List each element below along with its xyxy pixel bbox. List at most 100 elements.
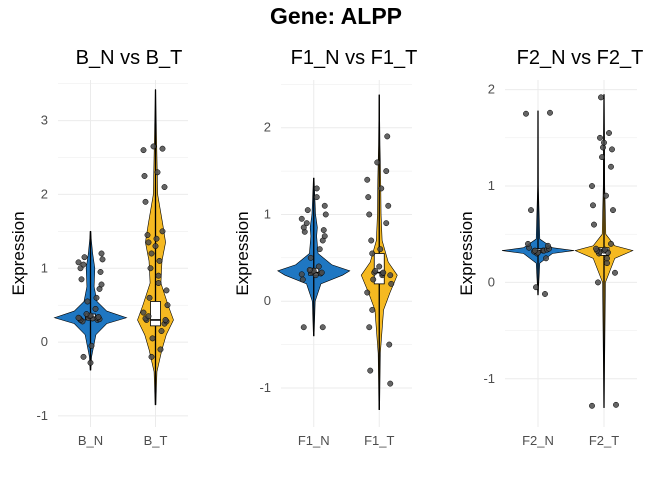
data-point <box>316 246 323 253</box>
group-B_N <box>53 231 128 371</box>
panel-title: F2_N vs F2_T <box>517 47 644 69</box>
data-point <box>366 324 373 331</box>
data-point <box>97 269 104 275</box>
data-point <box>320 227 327 234</box>
y-tick-label: 3 <box>41 113 48 128</box>
y-tick-label: 2 <box>488 82 495 97</box>
x-tick-label: B_N <box>78 433 103 448</box>
data-point <box>383 220 390 227</box>
data-point <box>387 272 394 279</box>
panel-title: F1_N vs F1_T <box>291 47 418 69</box>
data-point <box>75 314 82 321</box>
data-point <box>164 302 171 309</box>
data-point <box>157 346 164 353</box>
data-point <box>523 110 529 117</box>
data-point <box>159 145 166 152</box>
y-tick-label: 0 <box>41 334 48 349</box>
x-tick-label: F1_N <box>298 433 330 448</box>
data-point <box>525 240 531 247</box>
data-point <box>92 305 99 312</box>
data-point <box>612 269 618 276</box>
data-point <box>306 267 313 273</box>
y-tick-label: 1 <box>264 206 271 221</box>
data-point <box>374 159 381 166</box>
panel-2: -1 0 1 2 F2_N F2_T F2_N vs F2_T Expression <box>457 47 643 448</box>
data-point <box>387 380 394 387</box>
data-point <box>144 232 151 238</box>
data-point <box>547 109 553 116</box>
data-point <box>98 250 105 257</box>
data-point <box>366 211 373 218</box>
data-point <box>147 265 154 272</box>
data-point <box>613 401 619 408</box>
data-point <box>78 276 85 283</box>
data-point <box>313 185 320 192</box>
y-tick-label: 1 <box>41 260 48 275</box>
data-point <box>368 237 375 244</box>
data-point <box>154 169 161 176</box>
data-point <box>95 314 102 320</box>
data-point <box>369 250 376 257</box>
data-point <box>299 276 306 283</box>
data-point <box>590 202 596 209</box>
data-point <box>591 221 597 228</box>
data-point <box>304 207 311 214</box>
data-point <box>604 255 610 262</box>
data-point <box>140 309 147 316</box>
data-point <box>598 94 604 101</box>
y-tick-label: 2 <box>41 186 48 201</box>
data-point <box>75 259 82 266</box>
data-point <box>161 184 168 191</box>
data-point <box>162 316 169 323</box>
data-point <box>319 324 326 331</box>
data-point <box>87 359 94 366</box>
data-point <box>367 367 374 374</box>
data-point <box>365 194 372 201</box>
data-point <box>593 245 599 252</box>
x-tick-label: F2_T <box>589 433 619 448</box>
data-point <box>140 147 147 154</box>
data-point <box>370 276 377 283</box>
data-point <box>610 207 616 214</box>
data-point <box>385 202 392 209</box>
panel-0: -1 0 1 2 3 B_N B_T B_N vs B_T Expression <box>9 47 188 448</box>
data-point <box>83 311 90 317</box>
data-point <box>300 324 307 331</box>
data-point <box>606 130 612 136</box>
data-point <box>313 194 320 201</box>
data-point <box>80 353 87 360</box>
panel-1: -1 0 1 2 F1_N F1_T F1_N vs F1_T Expression <box>233 47 417 448</box>
data-point <box>148 250 155 257</box>
data-point <box>545 242 551 249</box>
data-point <box>321 233 328 240</box>
data-point <box>603 192 609 199</box>
data-point <box>369 306 376 313</box>
data-point <box>141 173 148 179</box>
data-point <box>383 168 390 175</box>
data-point <box>532 247 538 254</box>
y-tick-label: 0 <box>264 293 271 308</box>
figure-title: Gene: ALPP <box>270 3 402 29</box>
y-tick-label: 2 <box>264 120 271 135</box>
data-point <box>376 263 383 270</box>
data-point <box>609 146 615 153</box>
data-point <box>601 139 607 146</box>
data-point <box>372 267 379 274</box>
data-point <box>322 211 329 218</box>
x-tick-label: B_T <box>144 433 168 448</box>
data-point <box>149 335 156 342</box>
data-point <box>88 342 95 349</box>
data-point <box>380 269 387 276</box>
data-point <box>158 328 165 334</box>
data-point <box>543 255 549 262</box>
y-axis-label: Expression <box>457 211 476 295</box>
y-tick-label: -1 <box>259 380 271 395</box>
data-point <box>377 246 384 253</box>
y-tick-label: 0 <box>488 274 495 289</box>
group-F2_T <box>574 94 634 409</box>
data-point <box>599 154 605 161</box>
data-point <box>163 287 170 294</box>
data-point <box>98 281 105 288</box>
data-point <box>159 228 166 235</box>
